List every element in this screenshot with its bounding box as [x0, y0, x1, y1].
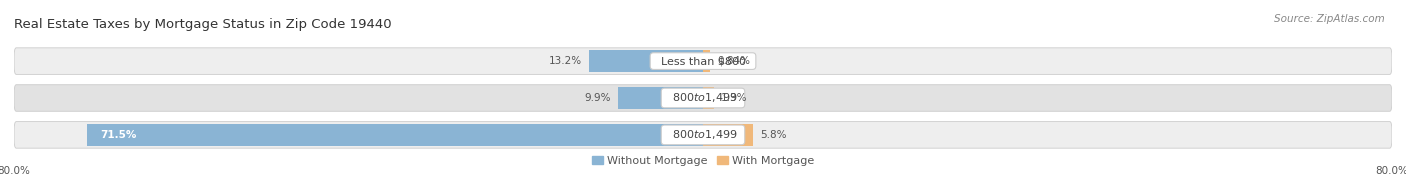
Text: 5.8%: 5.8%	[759, 130, 786, 140]
Text: Less than $800: Less than $800	[654, 56, 752, 66]
Bar	[617, 87, 703, 109]
Legend: Without Mortgage, With Mortgage: Without Mortgage, With Mortgage	[588, 151, 818, 170]
Text: 1.3%: 1.3%	[721, 93, 748, 103]
Text: 71.5%: 71.5%	[100, 130, 136, 140]
Bar	[87, 124, 703, 146]
Text: $800 to $1,499: $800 to $1,499	[665, 128, 741, 141]
Bar	[703, 124, 754, 146]
FancyBboxPatch shape	[14, 122, 1392, 148]
Bar	[703, 50, 710, 72]
Text: 0.84%: 0.84%	[717, 56, 751, 66]
Text: $800 to $1,499: $800 to $1,499	[665, 92, 741, 104]
Text: Real Estate Taxes by Mortgage Status in Zip Code 19440: Real Estate Taxes by Mortgage Status in …	[14, 18, 392, 31]
Text: 9.9%: 9.9%	[585, 93, 610, 103]
FancyBboxPatch shape	[14, 48, 1392, 74]
FancyBboxPatch shape	[14, 85, 1392, 111]
Bar	[589, 50, 703, 72]
Text: 13.2%: 13.2%	[550, 56, 582, 66]
Bar	[703, 87, 714, 109]
Text: Source: ZipAtlas.com: Source: ZipAtlas.com	[1274, 14, 1385, 24]
